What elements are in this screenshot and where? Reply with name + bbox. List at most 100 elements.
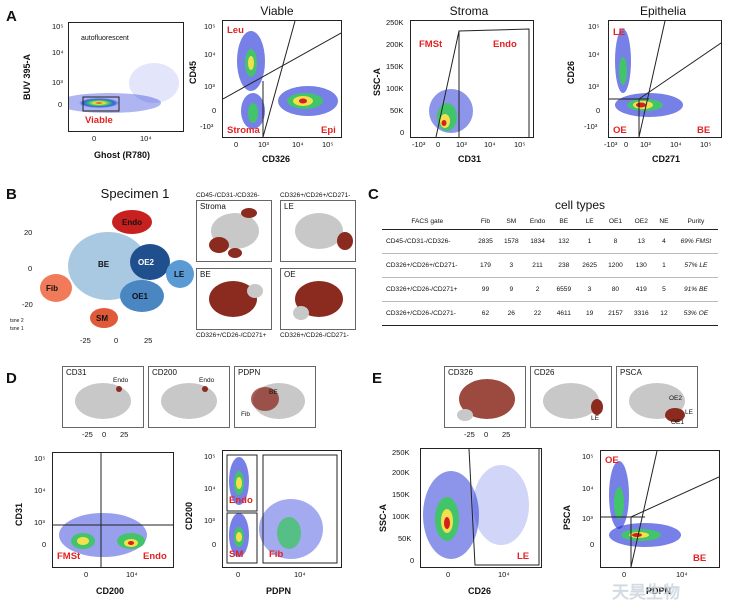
scatter-plot: Leu Stroma Epi (222, 20, 342, 138)
mini-sub: LE (284, 202, 294, 211)
scatter-plot: LE (420, 448, 542, 568)
x-axis-label: CD326 (262, 154, 291, 164)
column-header: SM (498, 212, 525, 230)
tsne-clusters (40, 210, 194, 328)
table-cell: 2625 (576, 253, 603, 278)
x-axis-label: PDPN (646, 586, 672, 596)
table-cell: 1578 (498, 229, 525, 254)
table-cell: 3 (576, 277, 603, 302)
mini-label: LE (591, 415, 599, 422)
mini-label: Endo (113, 377, 129, 384)
y-tick: 250K (392, 448, 410, 457)
y-tick: 10⁵ (582, 452, 594, 461)
scatter-plot: LE OE BE (608, 20, 722, 138)
table-cell: 1 (654, 253, 674, 278)
y-tick: 0 (28, 264, 33, 273)
x-tick: 10³ (258, 140, 269, 149)
table-cell: 3316 (628, 301, 655, 326)
y-axis-label: PSCA (562, 504, 572, 530)
y-tick: 200K (392, 468, 410, 477)
table-cell: 19 (576, 301, 603, 326)
x-tick: -10³ (412, 140, 426, 149)
y-tick: 50K (398, 534, 412, 543)
table-cell: 1834 (524, 229, 551, 254)
x-tick: 0 (484, 430, 489, 439)
gate-viable: Viable (85, 115, 113, 126)
y-tick: 0 (400, 128, 405, 137)
plot-title: Viable (260, 4, 294, 18)
x-tick: 10⁴ (676, 570, 688, 579)
x-tick: 10⁵ (514, 140, 526, 149)
tsne-feature-map (251, 383, 305, 419)
gate-fib: Fib (269, 549, 284, 560)
table-cell: 9 (498, 277, 525, 302)
table-cell: 69% FMSt (673, 229, 718, 254)
gate-epi: Epi (321, 125, 336, 136)
tsne-feature-map (209, 281, 263, 317)
scatter-plot: OE BE (600, 450, 720, 568)
scatter-plot: autofluorescent Viable (68, 22, 184, 132)
cluster-label-oe1: OE1 (132, 292, 149, 301)
gate-endo: Endo (143, 551, 167, 562)
density-cloud (423, 449, 540, 566)
table-cell: 53% OE (673, 301, 718, 326)
density-cloud (429, 28, 530, 137)
x-tick: 0 (236, 570, 241, 579)
y-tick: 0 (596, 106, 601, 115)
x-tick: 25 (144, 336, 153, 345)
mini-sub: Stroma (200, 202, 226, 211)
y-tick: 10³ (204, 516, 215, 525)
x-tick: 10⁵ (322, 140, 334, 149)
gate-leu: Leu (227, 25, 244, 36)
density-cloud (601, 451, 719, 567)
y-tick: 10³ (204, 82, 215, 91)
table-cell: 2835 (472, 229, 499, 254)
plot-title: Stroma (449, 4, 489, 18)
y-tick: 10³ (52, 78, 63, 87)
y-axis-label: BUV 395-A (22, 53, 32, 100)
column-header: BE (550, 212, 577, 230)
y-axis-label: SSC-A (372, 67, 382, 96)
table-cell: 13 (628, 229, 655, 254)
gate-endo: Endo (229, 495, 253, 506)
x-tick: 0 (114, 336, 119, 345)
cluster-label-be: BE (98, 260, 110, 269)
mini-title: PDPN (238, 368, 261, 377)
x-tick: 10⁴ (484, 140, 496, 149)
mini-tsne-cd26: CD26 LE (530, 366, 612, 428)
y-tick: 250K (386, 18, 404, 27)
gate-be: BE (693, 553, 707, 564)
table-cell: 62 (472, 301, 499, 326)
table-cell: 1200 (602, 253, 629, 278)
table-cell: 12 (654, 301, 674, 326)
x-tick: 10⁴ (126, 570, 138, 579)
y-axis-label: SSC-A (378, 503, 388, 532)
mini-title: BE (200, 270, 211, 279)
mini-tsne-cd31: CD31 Endo (62, 366, 144, 428)
gate-sm: SM (229, 549, 244, 560)
table-cell: CD326+/CD26-/CD271+ (382, 277, 473, 302)
mini-title: CD326+/CD26+/CD271- (280, 192, 351, 199)
tsne-feature-map (295, 213, 353, 250)
table-row: CD326+/CD26+/CD271- 179 3 211 238 2625 1… (382, 253, 718, 278)
x-tick: 10⁴ (294, 570, 306, 579)
y-tick: 0 (42, 540, 47, 549)
y-tick: 0 (212, 540, 217, 549)
mini-tsne-cd200: CD200 Endo (148, 366, 230, 428)
density-cloud (226, 454, 338, 564)
x-tick: 0 (446, 570, 451, 579)
gate-fmst: FMSt (57, 551, 81, 562)
cluster-label-fib: Fib (46, 284, 58, 293)
x-axis-label: Ghost (R780) (94, 150, 151, 160)
tsne-feature-map (209, 208, 259, 258)
y-tick: 10⁵ (204, 22, 216, 31)
y-tick: 10⁴ (34, 486, 46, 495)
mini-title: CD200 (152, 368, 177, 377)
x-tick: 25 (120, 430, 129, 439)
y-tick: 100K (392, 512, 410, 521)
table-cell: 238 (550, 253, 577, 278)
density-cloud (609, 21, 721, 137)
gate-be: BE (697, 125, 711, 136)
table-row: CD326+/CD26-/CD271+ 99 9 2 6559 3 80 419… (382, 277, 718, 302)
table-cell: 4611 (550, 301, 577, 326)
